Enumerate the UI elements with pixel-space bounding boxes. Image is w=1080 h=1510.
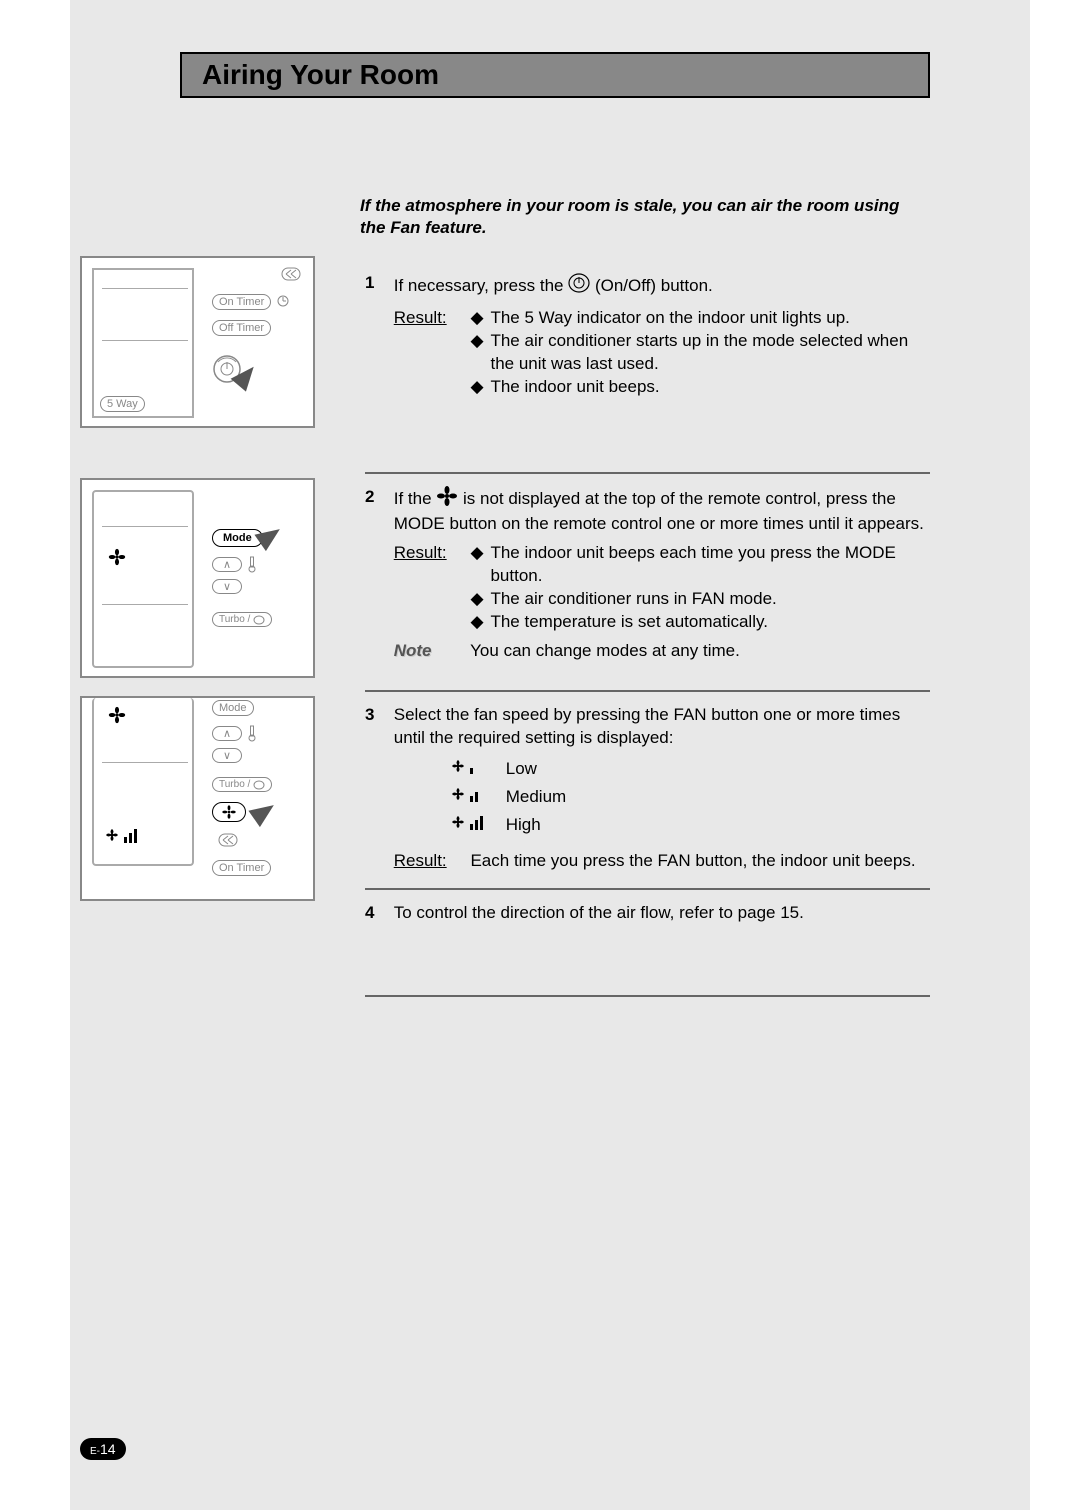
- fan-high-display-icon: [104, 825, 144, 850]
- result-label: Result:: [394, 542, 466, 565]
- step-2-num: 2: [365, 486, 389, 509]
- step-3-result-text: Each time you press the FAN button, the …: [470, 851, 915, 870]
- divider: [365, 995, 930, 997]
- fan-low-label: Low: [506, 758, 537, 781]
- step-4: 4 To control the direction of the air fl…: [365, 902, 930, 925]
- step-1: 1 If necessary, press the (On/Off) butto…: [365, 272, 930, 399]
- step-2: 2 If the is not displayed at the top of …: [365, 486, 930, 663]
- step-3: 3 Select the fan speed by pressing the F…: [365, 704, 930, 873]
- on-timer-button: On Timer: [212, 294, 271, 310]
- divider: [365, 888, 930, 890]
- divider: [365, 472, 930, 474]
- step-2-results: ◆The indoor unit beeps each time you pre…: [470, 542, 925, 634]
- note-label: Note: [394, 640, 466, 663]
- remote-illustration-1: On Timer Off Timer 5 Way: [80, 256, 315, 428]
- page-number: E-14: [80, 1438, 126, 1460]
- mode-button: Mode: [212, 700, 254, 716]
- step-2-text-a: If the: [394, 489, 437, 508]
- step-3-body: Select the fan speed by pressing the FAN…: [394, 704, 929, 873]
- on-timer-button: On Timer: [212, 860, 271, 876]
- step-3-text: Select the fan speed by pressing the FAN…: [394, 705, 901, 747]
- fan-medium-label: Medium: [506, 786, 566, 809]
- step-2-body: If the is not displayed at the top of th…: [394, 486, 929, 663]
- fan-mode-display-icon: [108, 548, 126, 571]
- intro-text: If the atmosphere in your room is stale,…: [360, 195, 920, 239]
- step-4-num: 4: [365, 902, 389, 925]
- step-2-text-b: is not displayed at the top of the remot…: [394, 489, 924, 533]
- step-1-text-a: If necessary, press the: [394, 276, 568, 295]
- fan-speed-table: Low Medium High: [450, 756, 929, 840]
- step-1-text-b: (On/Off) button.: [595, 276, 713, 295]
- step-1-body: If necessary, press the (On/Off) button.…: [394, 272, 929, 399]
- fan-low-icon: [450, 756, 506, 783]
- five-way-button: 5 Way: [100, 396, 145, 412]
- result-label: Result:: [394, 307, 466, 330]
- pointer-icon: [248, 797, 279, 827]
- note-text: You can change modes at any time.: [470, 641, 740, 660]
- fan-mode-icon: [436, 486, 458, 513]
- result-label: Result:: [394, 850, 466, 873]
- step-1-num: 1: [365, 272, 389, 295]
- remote-illustration-3: Mode ∧ ∨ Turbo / On Timer: [80, 696, 315, 901]
- fan-mode-display-icon: [108, 706, 126, 729]
- fan-medium-icon: [450, 784, 506, 811]
- fan-button: [212, 802, 246, 822]
- divider: [365, 690, 930, 692]
- fan-high-icon: [450, 812, 506, 839]
- off-timer-button: Off Timer: [212, 320, 271, 336]
- title-box: Airing Your Room: [180, 52, 930, 98]
- page-title: Airing Your Room: [202, 59, 439, 91]
- step-1-results: ◆The 5 Way indicator on the indoor unit …: [470, 307, 925, 399]
- step-3-num: 3: [365, 704, 389, 727]
- remote-illustration-2: Mode ∧ ∨ Turbo /: [80, 478, 315, 678]
- pointer-icon: [254, 521, 285, 551]
- mode-button: Mode: [212, 529, 263, 547]
- step-4-text: To control the direction of the air flow…: [394, 902, 929, 925]
- fan-high-label: High: [506, 814, 541, 837]
- onoff-icon: [568, 272, 590, 301]
